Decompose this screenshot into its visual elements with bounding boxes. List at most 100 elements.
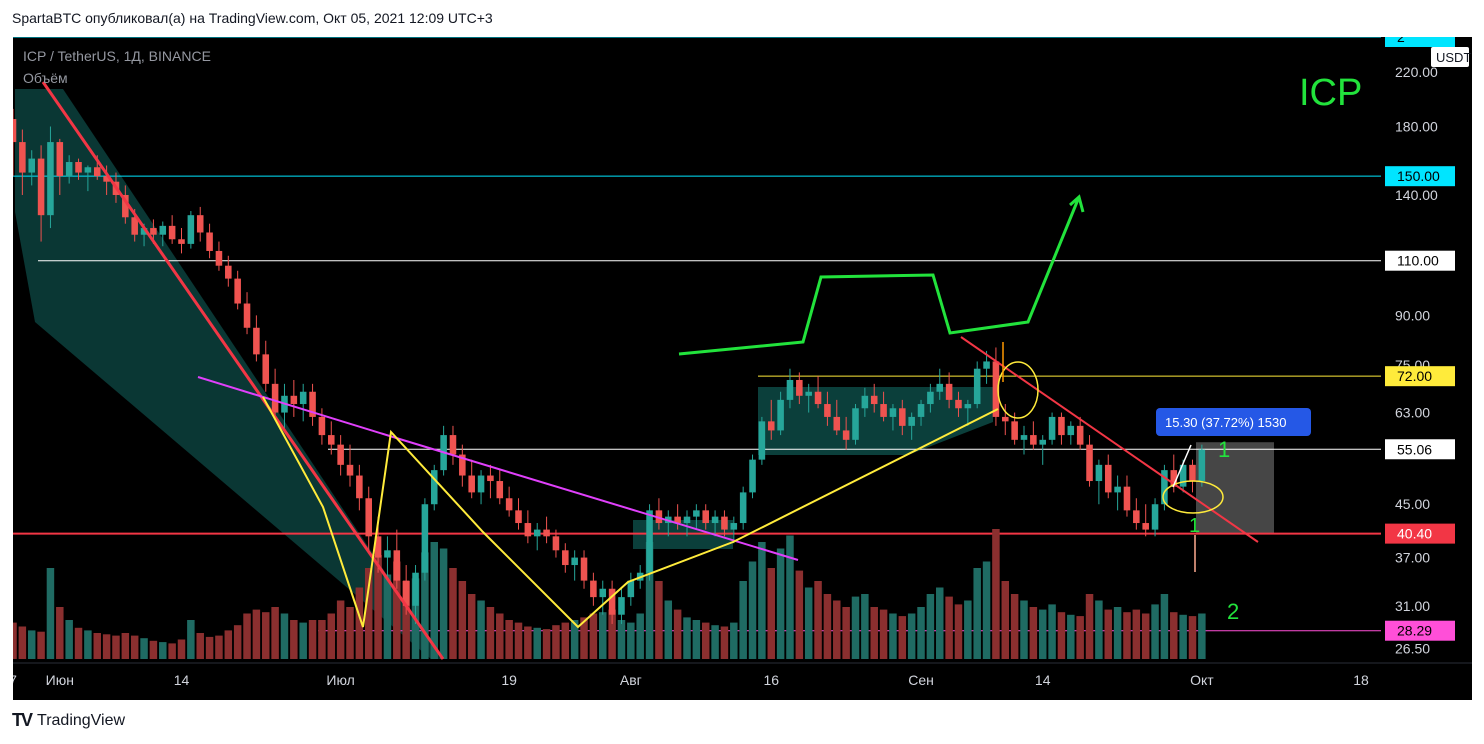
candle-body <box>168 225 176 240</box>
candle-body <box>1020 435 1028 440</box>
volume-bar <box>1038 609 1047 659</box>
candle-body <box>1030 435 1037 445</box>
candle-body <box>187 215 195 244</box>
volume-bar <box>664 600 673 659</box>
volume-bar <box>393 561 401 659</box>
currency-badge[interactable]: USDT <box>1431 47 1471 67</box>
measure-tooltip-text: 15.30 (37.72%) 1530 <box>1165 415 1286 430</box>
candle-body <box>421 504 429 573</box>
candle-body <box>917 404 925 417</box>
candle-body <box>430 470 438 505</box>
volume-bar <box>1132 609 1141 659</box>
highlight-circle <box>1162 480 1224 514</box>
volume-bar <box>364 568 373 659</box>
price-tick-label: 90.00 <box>1395 307 1430 323</box>
candle-body <box>1151 504 1159 530</box>
candle-body <box>945 383 953 400</box>
candle-body <box>65 162 73 177</box>
price-level-badge[interactable]: 28.29 <box>1385 620 1455 641</box>
candle-body <box>973 368 981 405</box>
candle-body <box>13 119 17 143</box>
candle-body <box>225 265 232 279</box>
candle-body <box>964 404 972 409</box>
candle-body <box>983 361 990 369</box>
candle-body <box>852 408 859 440</box>
candle-body <box>1179 464 1187 487</box>
candle-body <box>356 475 363 499</box>
time-tick-label: Авг <box>620 672 642 688</box>
volume-bar <box>421 552 429 659</box>
volume-bar <box>177 639 186 659</box>
volume-bar <box>617 620 626 659</box>
price-level-badge[interactable]: 40.40 <box>1385 523 1455 544</box>
price-level-badge-text: 72.00 <box>1397 368 1432 384</box>
candle-body <box>758 421 766 460</box>
volume-bar <box>121 633 130 659</box>
volume-bar <box>336 600 345 659</box>
pointer-arrow-icon <box>1172 444 1192 488</box>
candle-body <box>693 510 700 517</box>
candle-body <box>889 408 897 417</box>
volume-bar <box>439 548 448 659</box>
candle-body <box>374 536 382 558</box>
candle-body <box>590 580 597 598</box>
volume-bar <box>18 626 27 659</box>
volume-bar <box>879 609 888 659</box>
volume-bar <box>945 596 953 659</box>
price-level-badge[interactable]: 72.00 <box>1385 366 1455 387</box>
candle-body <box>580 557 588 581</box>
yellow-pattern-line <box>262 396 999 629</box>
volume-bar <box>280 613 289 659</box>
volume-bar <box>187 620 195 659</box>
volume-bar <box>898 616 907 659</box>
candle-body <box>777 399 784 431</box>
volume-bar <box>973 568 981 659</box>
candle-body <box>767 421 775 431</box>
candle-body <box>346 464 354 476</box>
currency-badge-text: USDT <box>1436 50 1471 65</box>
volume-bar <box>730 622 738 659</box>
price-level-badge[interactable]: 110.00 <box>1385 250 1455 271</box>
price-level-badge-text: 28.29 <box>1397 623 1432 639</box>
time-axis: 7 Июн 14 Июл 19 Авг 16 Сен 14 Окт 18 <box>13 662 1472 688</box>
candle-body <box>505 498 513 511</box>
candle-body <box>402 580 410 606</box>
candle-body <box>215 250 223 266</box>
chart-frame[interactable]: 15.30 (37.72%) 1530 1 2 1 26.50 31.00 37.00 45… <box>13 37 1472 700</box>
descending-channel-shade <box>15 89 443 659</box>
candle-body <box>337 444 344 465</box>
candlestick-chart[interactable]: 15.30 (37.72%) 1530 1 2 1 26.50 31.00 37.00 45… <box>13 37 1472 700</box>
candle-body <box>243 303 251 328</box>
price-level-badge[interactable]: 150.00 <box>1385 166 1455 187</box>
time-tick-label: Сен <box>908 672 934 688</box>
measure-tooltip[interactable]: 15.30 (37.72%) 1530 <box>1156 408 1311 436</box>
drawing-layer: 15.30 (37.72%) 1530 1 2 1 <box>41 81 1311 660</box>
volume-bar <box>271 607 279 659</box>
time-tick-label: Июл <box>326 672 354 688</box>
volume-bar <box>720 626 729 659</box>
price-level-badge-text: 150.00 <box>1397 168 1440 184</box>
candle-body <box>683 516 691 524</box>
volume-bar <box>112 635 120 659</box>
candle-body <box>655 510 663 524</box>
price-level-badge[interactable]: 2 <box>1385 37 1455 47</box>
volume-bar <box>570 620 579 659</box>
volume-bar <box>748 561 757 659</box>
volume-bar <box>37 631 45 659</box>
candle-body <box>393 550 401 581</box>
major-downtrend-line <box>41 81 445 660</box>
candle-body <box>955 399 962 409</box>
candle-body <box>150 228 157 235</box>
volume-bar <box>243 613 251 659</box>
volume-bar <box>936 587 944 659</box>
volume-bar <box>477 600 485 659</box>
volume-bar <box>327 613 336 659</box>
price-level-badge[interactable]: 55.06 <box>1385 439 1455 460</box>
volume-bar <box>533 627 541 659</box>
volume-bar <box>159 642 167 659</box>
price-level-badge-text: 2 <box>1397 37 1405 45</box>
publish-header: SpartaBTC опубликовал(а) на TradingView.… <box>12 10 493 26</box>
volume-bar <box>786 535 794 659</box>
candle-body <box>749 459 756 493</box>
measure-tooltip-bg <box>1156 408 1311 436</box>
